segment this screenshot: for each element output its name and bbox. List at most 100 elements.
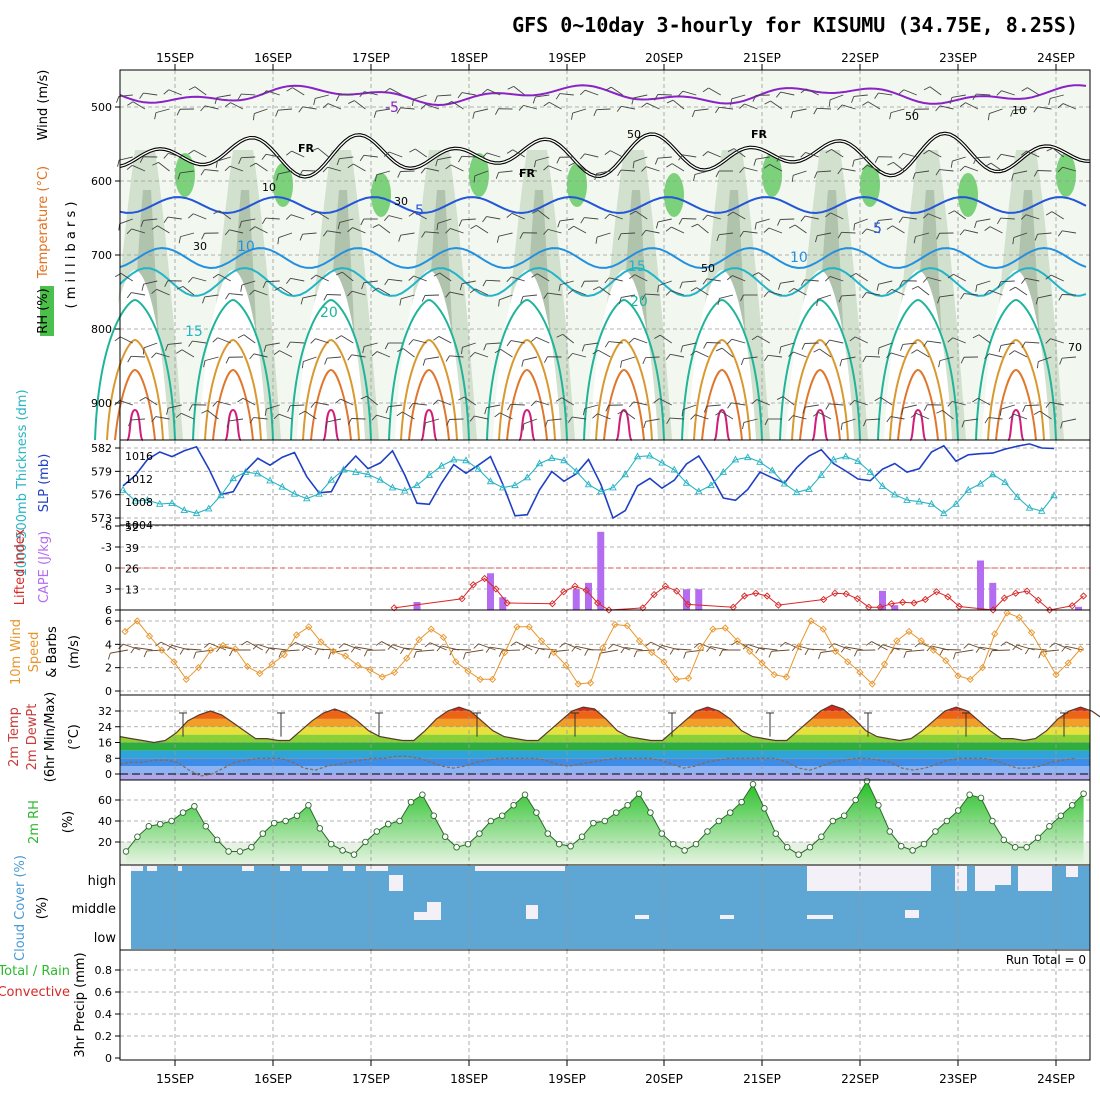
upper-wind-barb	[225, 293, 244, 300]
upper-wind-barb	[754, 218, 770, 230]
barb-feather	[800, 215, 806, 222]
upper-wind-barb	[960, 356, 979, 364]
barb-shaft	[257, 644, 276, 651]
barb-feather	[494, 108, 499, 115]
temperature-dome-contour	[126, 408, 144, 441]
barb-shaft	[118, 94, 133, 97]
rh-point	[966, 791, 973, 799]
barb-feather	[359, 91, 365, 98]
li-axis-label: Lifted Index	[13, 528, 28, 605]
barb-shaft	[194, 86, 207, 96]
rh-point	[282, 817, 289, 825]
barb-shaft	[499, 294, 513, 301]
upper-wind-barb	[959, 102, 979, 110]
barb-feather	[862, 356, 867, 363]
upper-wind-barb	[911, 108, 930, 116]
barb-shaft	[182, 286, 195, 296]
barb-feather	[520, 296, 524, 303]
cloud-unit-label: (%)	[35, 897, 50, 920]
barb-feather	[241, 640, 248, 646]
barb-shaft	[278, 413, 293, 420]
barb-shaft	[486, 404, 501, 409]
cloud-level-label: low	[94, 931, 117, 946]
upper-wind-barb	[691, 223, 709, 234]
barb-feather	[677, 90, 684, 97]
barb-shaft	[551, 649, 570, 653]
barb-shaft	[645, 229, 660, 234]
barb-shaft	[650, 641, 668, 651]
barb-feather	[212, 273, 219, 279]
temperature-dome-contour	[290, 298, 372, 441]
thickness-point	[168, 499, 176, 506]
barb-feather	[961, 420, 965, 428]
barb-shaft	[755, 156, 770, 160]
barb-feather	[240, 285, 243, 292]
temperature-dome-contour	[420, 408, 438, 441]
upper-wind-barb	[825, 339, 844, 346]
barb-feather	[436, 223, 439, 231]
temperature-dome-contour	[811, 408, 829, 441]
upper-wind-barb	[188, 149, 207, 158]
thickness-point	[266, 476, 274, 484]
barb-shaft	[253, 417, 268, 420]
barb-feather	[825, 339, 830, 346]
barb-feather	[413, 651, 417, 658]
upper-wind-barb	[374, 170, 391, 182]
barb-feather	[791, 175, 794, 183]
barb-shaft	[413, 94, 427, 100]
barb-feather	[702, 214, 708, 221]
barb-shaft	[229, 165, 244, 172]
barb-shaft	[672, 99, 685, 110]
surface-wind-barb	[840, 646, 864, 653]
upper-wind-barb	[677, 90, 697, 97]
barb-shaft	[290, 404, 305, 407]
upper-wind-barb	[900, 342, 917, 351]
upper-wind-barb	[691, 108, 709, 118]
barb-shaft	[833, 643, 851, 651]
barb-shaft	[979, 646, 998, 651]
upper-wind-barb	[482, 279, 501, 287]
upper-wind-barb	[840, 418, 856, 431]
upper-wind-barb	[996, 217, 1015, 225]
barb-shaft	[964, 418, 979, 422]
upper-wind-barb	[665, 353, 685, 360]
barb-feather	[777, 219, 781, 226]
barb-feather	[739, 103, 745, 109]
rh-point	[316, 825, 324, 832]
upper-wind-barb	[212, 273, 231, 282]
rh-point	[795, 851, 802, 858]
barb-shaft	[747, 644, 766, 651]
barb-feather	[900, 344, 904, 351]
upper-wind-barb	[1021, 150, 1040, 158]
barb-shaft	[342, 271, 354, 282]
barb-shaft	[1000, 280, 1015, 283]
barb-shaft	[229, 418, 244, 422]
barb-feather	[768, 651, 772, 658]
barb-feather	[556, 333, 563, 338]
barb-feather	[559, 642, 565, 648]
date-label-bottom: 22SEP	[841, 1072, 879, 1086]
upper-wind-barb	[397, 348, 415, 358]
upper-wind-barb	[372, 224, 391, 234]
barb-feather	[1022, 405, 1026, 413]
barb-feather	[608, 643, 614, 650]
barb-feather	[605, 405, 610, 412]
upper-wind-barb	[1057, 103, 1077, 110]
upper-wind-barb	[923, 404, 942, 411]
barb-shaft	[217, 400, 231, 406]
temperature-dome-contour	[877, 298, 959, 441]
cloud-gap	[280, 865, 290, 871]
barb-feather	[265, 647, 270, 654]
barb-feather	[665, 226, 672, 232]
barb-feather	[396, 411, 403, 417]
upper-wind-barb	[398, 232, 415, 242]
upper-wind-barb	[557, 218, 574, 228]
barb-feather	[665, 354, 671, 360]
wind-speed-point	[684, 674, 693, 682]
barb-shaft	[596, 108, 611, 111]
rh-point	[384, 820, 392, 828]
barb-shaft	[989, 289, 1003, 296]
upper-wind-barb	[460, 342, 476, 355]
wind-speed-point	[795, 643, 803, 651]
barb-feather	[408, 339, 414, 346]
